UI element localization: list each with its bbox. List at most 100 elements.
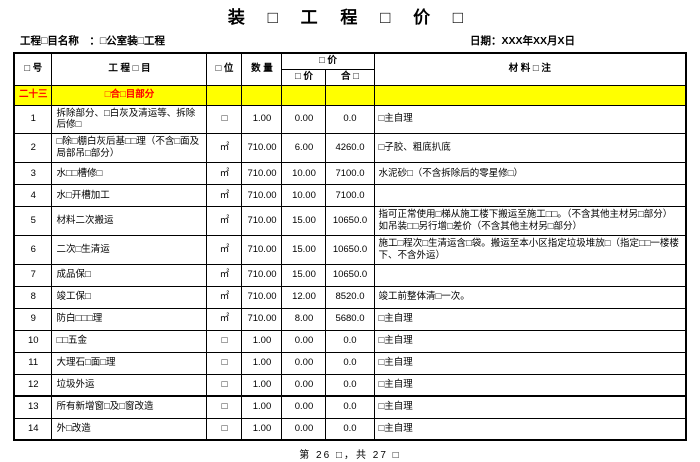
cell-item: 拆除部分、□白灰及清运等、拆除后修□ [51,104,208,135]
cell-unit-price: 0.00 [281,395,327,419]
cell-remark: □子胶、粗底扒底 [373,133,687,163]
cell-qty: 1.00 [241,329,283,353]
cell-total: 0.0 [325,395,375,419]
page-title: 装 □ 工 程 □ 价 □ [227,8,473,27]
cell-total: 0.0 [325,104,375,135]
cell-unit-price: 0.00 [281,104,327,135]
col-header-total: 合 □ [325,68,375,86]
cell-item: 外□改造 [51,417,208,441]
col-header-remark: 材 料 □ 注 [373,52,687,86]
col-header-item: 工 程 □ 目 [51,52,208,86]
cell-qty: 1.00 [241,395,283,419]
cell-no: 9 [13,307,53,331]
cell-item: 防白□□□理 [51,307,208,331]
cell-unit: ㎡ [206,285,243,309]
cell-qty: 710.00 [241,263,283,287]
cell-item: □□五金 [51,329,208,353]
cell-unit-price: 15.00 [281,263,327,287]
section-qty [241,84,283,106]
cell-unit: □ [206,373,243,397]
section-price [281,84,327,106]
table-row: 1 拆除部分、□白灰及清运等、拆除后修□ □ 1.00 0.00 0.0 □主自理 [13,104,687,135]
page-footer: 第 26 □，共 27 □ [299,450,401,461]
cell-qty: 710.00 [241,184,283,207]
cell-no: 5 [13,206,53,236]
section-remark [373,84,687,106]
cell-remark: □主自理 [373,307,687,331]
table-header: □ 号 工 程 □ 目 □ 位 数 量 □ 价 材 料 □ 注 □ 价 合 □ [13,52,687,86]
cell-total: 10650.0 [325,263,375,287]
cell-unit: ㎡ [206,133,243,163]
section-no: 二十三 [13,84,53,106]
cell-unit-price: 0.00 [281,351,327,375]
cell-item: 所有新增窗□及□窗改造 [51,395,208,419]
cell-unit: ㎡ [206,307,243,331]
col-header-price-group: □ 价 [281,52,375,70]
cell-unit-price: 0.00 [281,417,327,441]
cell-item: 成品保□ [51,263,208,287]
section-total [325,84,375,106]
cell-unit-price: 15.00 [281,206,327,236]
col-header-qty: 数 量 [241,52,283,86]
cell-qty: 710.00 [241,133,283,163]
cell-remark: 水泥砂□（不含拆除后的零星修□） [373,162,687,185]
cell-item: □除□棚白灰后基□□理（不含□面及局部吊□部分） [51,133,208,163]
table-row: 3 水□□槽修□ ㎡ 710.00 10.00 7100.0 水泥砂□（不含拆除后的零星修□… [13,162,687,185]
cell-total: 10650.0 [325,206,375,236]
cell-unit-price: 6.00 [281,133,327,163]
cell-remark [373,184,687,207]
cell-total: 0.0 [325,417,375,441]
cell-remark: □主自理 [373,351,687,375]
cell-no: 8 [13,285,53,309]
cell-remark: 施工□程次□生清运含□袋。搬运至本小区指定垃圾堆放□（指定□□一楼楼下、不含外运… [373,234,687,265]
table-row: 10 □□五金 □ 1.00 0.00 0.0 □主自理 [13,329,687,353]
cell-item: 水□□槽修□ [51,162,208,185]
table-row: 12 垃圾外运 □ 1.00 0.00 0.0 □主自理 [13,373,687,397]
cell-total: 8520.0 [325,285,375,309]
table-row: 13 所有新增窗□及□窗改造 □ 1.00 0.00 0.0 □主自理 [13,395,687,419]
cell-qty: 1.00 [241,417,283,441]
cell-total: 4260.0 [325,133,375,163]
cell-unit: □ [206,104,243,135]
col-header-no: □ 号 [13,52,53,86]
cell-unit: □ [206,417,243,441]
table-row: 8 竣工保□ ㎡ 710.00 12.00 8520.0 竣工前整体清□一次。 [13,285,687,309]
section-unit [206,84,243,106]
cell-item: 材料二次搬运 [51,206,208,236]
cell-unit: ㎡ [206,206,243,236]
cell-total: 0.0 [325,373,375,397]
cell-no: 1 [13,104,53,135]
info-line: 工程□目名称 ：□公室装□工程 日期：XXX年XX月X日 [0,28,700,51]
col-header-unit: □ 位 [206,52,243,86]
date-label: 日期：XXX年XX月X日 [470,35,576,47]
cell-no: 14 [13,417,53,441]
cell-qty: 710.00 [241,234,283,265]
cell-qty: 710.00 [241,206,283,236]
cell-no: 4 [13,184,53,207]
cell-no: 10 [13,329,53,353]
cell-remark: □主自理 [373,373,687,397]
col-header-unit-price: □ 价 [281,68,327,86]
section-title: □合□目部分 [51,84,208,106]
cell-unit: □ [206,351,243,375]
cell-qty: 710.00 [241,307,283,331]
cell-no: 6 [13,234,53,265]
cell-remark: 指可正常使用□梯从施工楼下搬运至施工□□。（不含其他主材另□部分）如吊装□□另行… [373,206,687,236]
cell-unit: ㎡ [206,162,243,185]
cell-qty: 1.00 [241,351,283,375]
cell-unit-price: 0.00 [281,329,327,353]
cell-unit: ㎡ [206,234,243,265]
cell-unit: □ [206,329,243,353]
cell-qty: 710.00 [241,285,283,309]
cell-total: 5680.0 [325,307,375,331]
cell-no: 11 [13,351,53,375]
cell-remark [373,263,687,287]
header-row-1: □ 号 工 程 □ 目 □ 位 数 量 □ 价 材 料 □ 注 [13,52,687,86]
cell-unit-price: 15.00 [281,234,327,265]
cell-no: 7 [13,263,53,287]
cell-no: 12 [13,373,53,397]
